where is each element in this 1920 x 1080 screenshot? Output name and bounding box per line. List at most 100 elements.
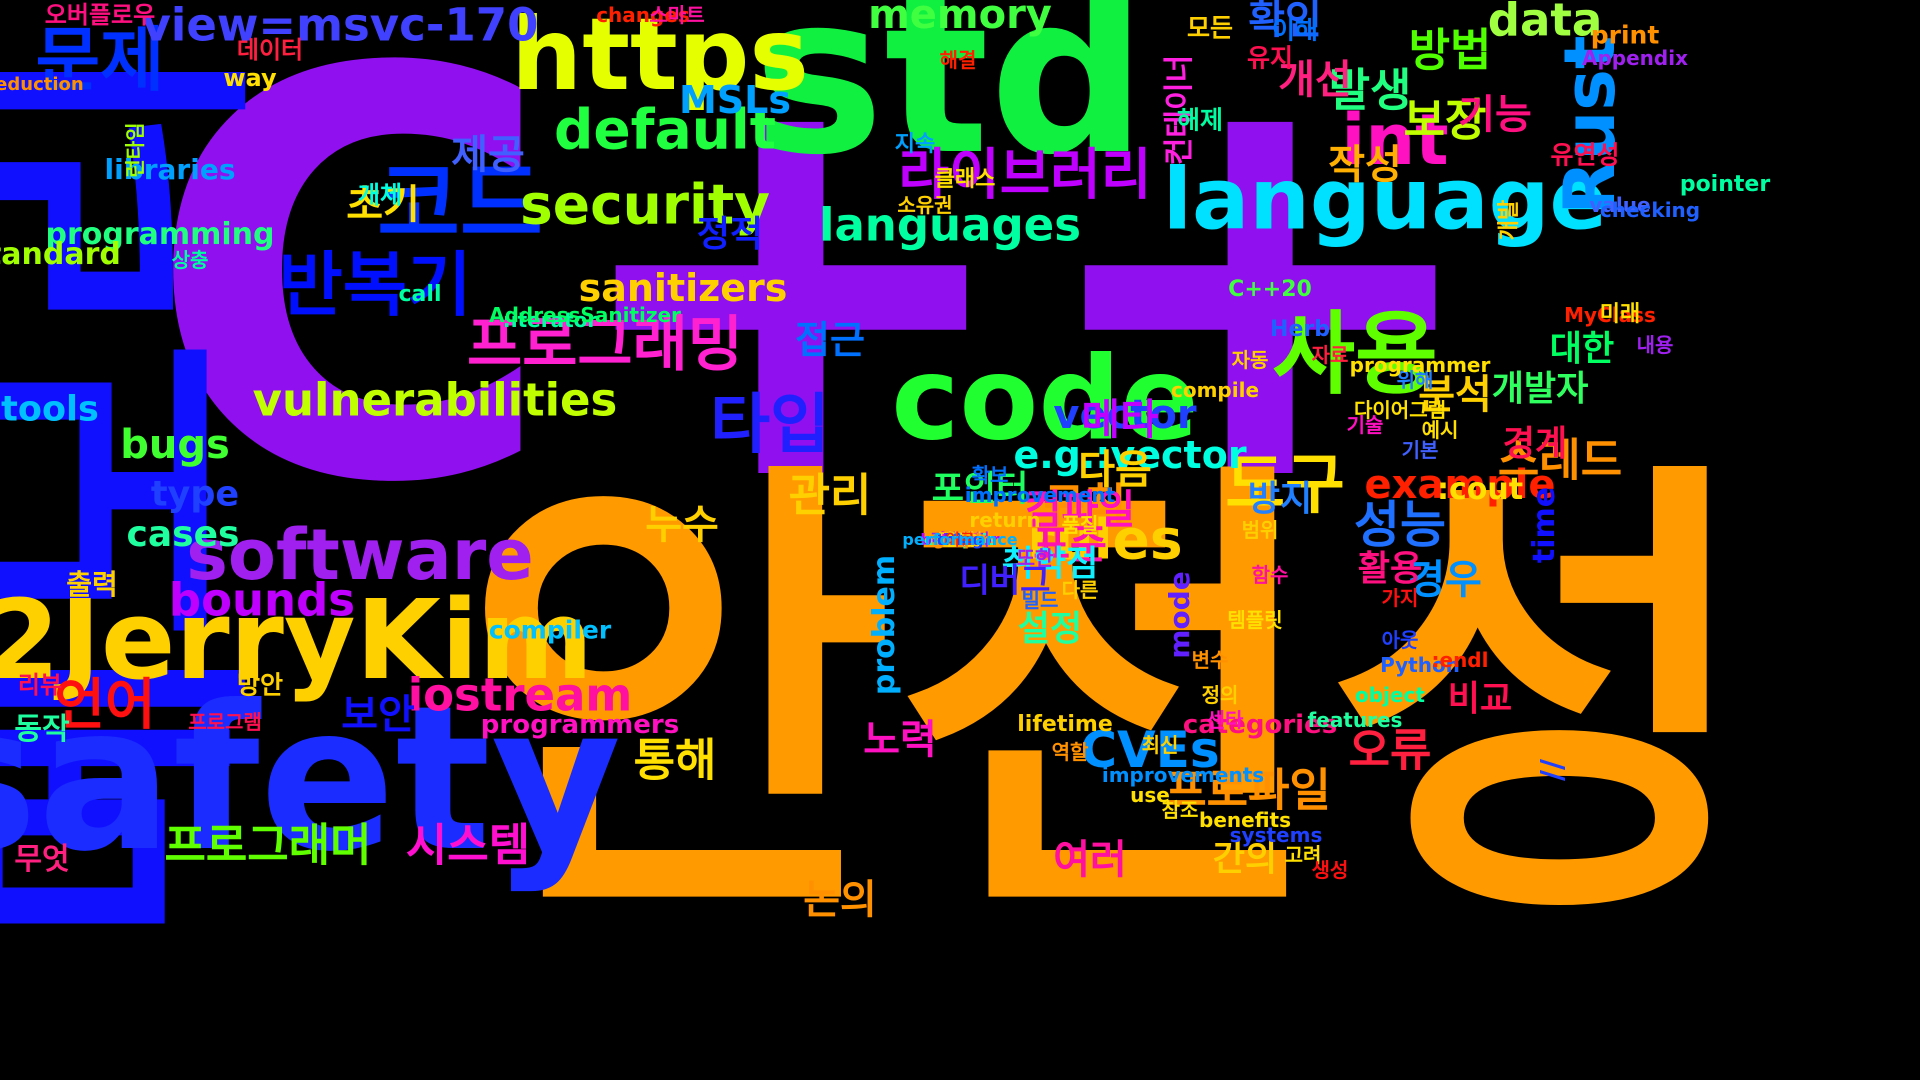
cloud-word: cost [941,530,979,549]
cloud-word: 디버그 [959,560,1051,600]
cloud-word: 템플릿 [1227,608,1283,632]
cloud-word: 사용 [1272,302,1438,407]
cloud-word: 동작 [14,712,70,747]
cloud-word: performance [902,530,1018,549]
cloud-word: 시스템 [405,818,531,872]
cloud-word: 간의 [1212,839,1278,880]
cloud-word: 변수 [1191,648,1229,672]
cloud-word: 고려 [1284,843,1322,867]
cloud-word: 실행 [945,530,975,549]
cloud-word: 메타 [1081,395,1159,444]
cloud-word: 개발자 [1491,369,1589,410]
cloud-word: software [186,514,534,596]
cloud-word: 함수 [1251,563,1289,587]
cloud-word: print [1590,20,1660,50]
cloud-word: 프로그래머 [164,818,372,872]
cloud-word: 버퍼 [945,530,975,549]
cloud-word: 유연성 [1550,140,1620,170]
cloud-word: 작성 [1328,142,1402,188]
cloud-word: std [753,0,1147,203]
cloud-word: systems [1229,823,1323,847]
cloud-word: reduction [0,74,84,95]
cloud-word: 취약점 [1001,544,1099,585]
cloud-word: cases [126,514,240,555]
cloud-word: 비교 [1447,679,1513,720]
cloud-word: improvements [1101,763,1265,787]
cloud-word: 대해 [945,530,975,549]
cloud-word: 이해 [1271,15,1319,45]
cloud-word: 기본 [1401,438,1439,462]
cloud-word: 스레드 [1497,433,1623,487]
cloud-word: 확보 [971,463,1009,487]
cloud-word: 반복기 [278,244,472,326]
cloud-word: 여러 [1053,837,1127,883]
cloud-word: view=msvc-170 [141,0,539,52]
cloud-word: 라이브러리 [898,142,1152,207]
cloud-word: 대한 [1549,329,1615,370]
cloud-word: categories [1182,710,1338,740]
cloud-word: 범위 [1241,518,1279,542]
cloud-word: 개선 [1278,57,1352,103]
cloud-word: 필요성 [937,530,983,549]
cloud-word: 발생 [1328,63,1412,117]
cloud-word: 커뮤니티 [930,530,990,549]
cloud-word: 미래 [1599,302,1641,327]
cloud-word: 개발 [1497,199,1522,241]
cloud-word: 생성 [1311,858,1349,882]
cloud-word: e.g.:vector [1013,433,1247,477]
cloud-word: problem [867,554,902,696]
cloud-word: 상충 [171,248,209,272]
cloud-word: vulnerabilities [252,373,618,427]
cloud-word: 해제 [1176,105,1224,135]
cloud-word: isn [946,530,974,549]
cloud-word: data [1487,0,1603,47]
cloud-word: memory [868,0,1052,38]
cloud-word: 제공 [451,132,525,178]
cloud-word: features [1307,708,1403,732]
cloud-word: return [969,508,1041,532]
cloud-word: 품질 [1061,513,1099,537]
cloud-word: thing [936,530,984,549]
cloud-word: 이로 [945,530,975,549]
cloud-word: CVEs [1080,721,1220,779]
cloud-word: 영향 [945,530,975,549]
cloud-word: security [520,172,770,237]
cloud-word: 관리 [788,468,872,522]
cloud-word: 안전성 [461,426,1759,973]
cloud-word: sanitizers [578,266,788,310]
cloud-word: graph [933,530,987,549]
cloud-word: 노력 [863,717,937,763]
cloud-word: 과제 [945,530,975,549]
cloud-word: :iterator [502,308,598,332]
cloud-word: safety [0,663,622,896]
cloud-word: use [1130,783,1170,807]
cloud-word: bounds [168,573,356,627]
cloud-word: 설정 [1017,609,1083,650]
cloud-word: MSLs [678,78,792,122]
cloud-word: pointer [1679,172,1771,197]
cloud-word: 코드 [377,152,543,257]
cloud-word: value [1589,193,1651,217]
cloud-word: AddressSanitizer [489,303,681,327]
cloud-word: 성능 [1354,496,1446,554]
cloud-word: C++20 [1228,277,1312,302]
cloud-word: compiler [488,615,612,645]
cloud-word: 프로파일 [1165,763,1331,817]
cloud-word: language [1162,150,1608,250]
cloud-word: Do [947,530,973,549]
cloud-word: libraries [104,153,236,186]
cloud-word: standard [0,237,121,272]
cloud-word: Appendix [1582,46,1688,70]
cloud-word: way [223,64,277,92]
cloud-word: lifetime [1017,712,1113,737]
cloud-word: analysis [923,530,997,549]
cloud-word: 지속 [894,132,936,157]
cloud-word: 무엇 [14,842,70,877]
cloud-word: default [553,97,777,162]
cloud-word: bugs [120,422,230,468]
cloud-word: 최적화 [937,530,983,549]
cloud-word: 예시 [1421,418,1459,442]
cloud-word: programmers [480,710,680,740]
cloud-word: ISO [944,530,976,549]
cloud-word: iostream [407,668,633,722]
